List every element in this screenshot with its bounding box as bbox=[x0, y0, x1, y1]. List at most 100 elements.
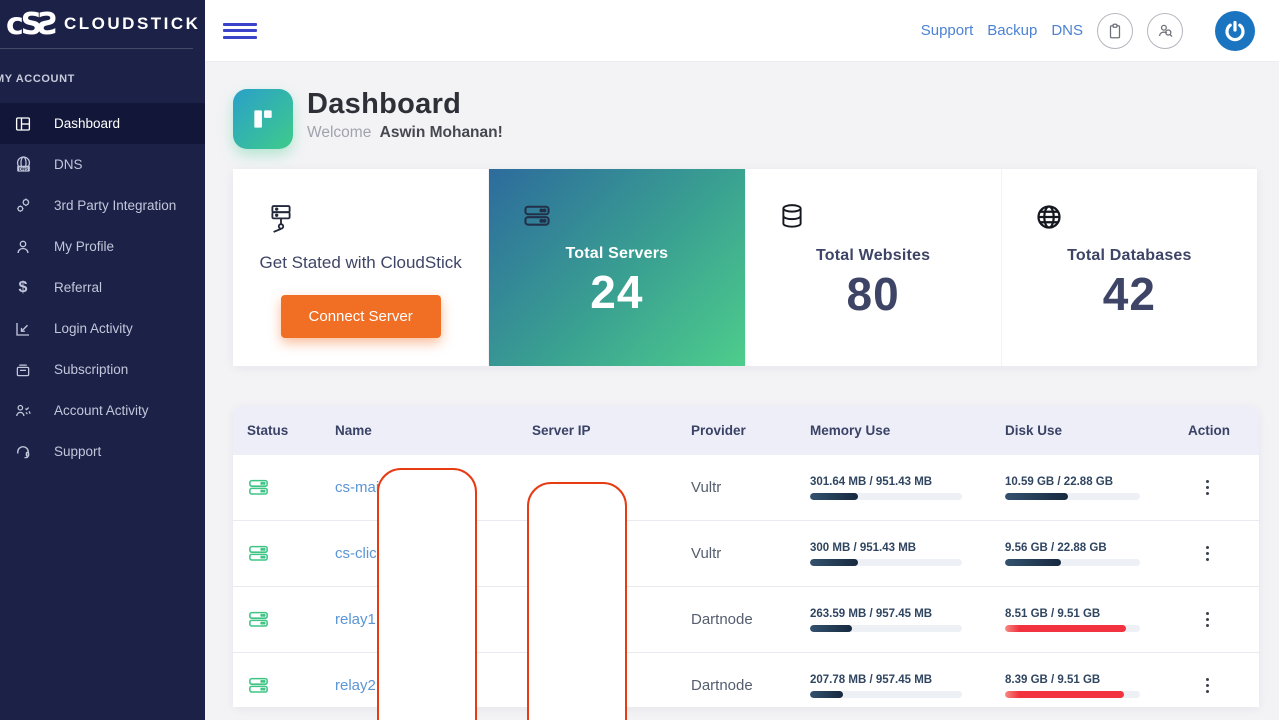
row-actions-menu-icon[interactable] bbox=[1202, 476, 1214, 500]
disk-bar bbox=[1005, 690, 1140, 698]
profile-icon bbox=[10, 237, 36, 257]
total-databases-card: Total Databases 42 bbox=[1001, 169, 1257, 366]
menu-icon[interactable] bbox=[223, 19, 257, 42]
col-memory-use: Memory Use bbox=[810, 423, 891, 438]
user-search-icon[interactable] bbox=[1147, 12, 1183, 49]
disk-usage: 10.59 GB / 22.88 GB bbox=[1005, 476, 1188, 500]
table-row: cs-mai Vultr 301.64 MB / 951.43 MB 10.59… bbox=[233, 455, 1259, 521]
row-actions-menu-icon[interactable] bbox=[1202, 542, 1214, 566]
redaction-box bbox=[527, 482, 627, 720]
stat-label: Total Databases bbox=[1067, 247, 1192, 264]
globe-icon bbox=[1035, 203, 1257, 231]
sidebar-item-label: Support bbox=[54, 444, 102, 459]
memory-bar bbox=[810, 624, 962, 632]
provider-cell: Vultr bbox=[691, 479, 722, 496]
disk-usage: 9.56 GB / 22.88 GB bbox=[1005, 542, 1188, 566]
sidebar-item-label: 3rd Party Integration bbox=[54, 198, 177, 213]
referral-icon: $ bbox=[18, 278, 28, 296]
dashboard-page-icon bbox=[233, 89, 293, 149]
sidebar-item-subscription[interactable]: Subscription bbox=[0, 349, 205, 390]
topbar-link-support[interactable]: Support bbox=[920, 22, 974, 39]
row-actions-menu-icon[interactable] bbox=[1202, 674, 1214, 698]
sidebar-item-3rd-party-integration[interactable]: 3rd Party Integration bbox=[0, 185, 205, 226]
col-server-ip: Server IP bbox=[532, 423, 591, 438]
table-row: cs-click Vultr 300 MB / 951.43 MB 9.56 G… bbox=[233, 521, 1259, 587]
server-online-icon bbox=[247, 676, 335, 695]
sidebar-item-support[interactable]: Support bbox=[0, 431, 205, 472]
login-activity-icon bbox=[10, 319, 36, 339]
database-icon bbox=[779, 203, 1001, 231]
main-content: Dashboard Welcome Aswin Mohanan! Get Sta… bbox=[205, 62, 1279, 720]
disk-usage-text: 8.51 GB / 9.51 GB bbox=[1005, 607, 1101, 620]
memory-usage: 301.64 MB / 951.43 MB bbox=[810, 476, 1005, 500]
support-icon bbox=[10, 442, 36, 462]
sidebar-item-dns[interactable]: DNS DNS bbox=[0, 144, 205, 185]
col-action: Action bbox=[1188, 423, 1230, 438]
server-name-link[interactable]: cs-mai bbox=[335, 478, 380, 496]
row-actions-menu-icon[interactable] bbox=[1202, 608, 1214, 632]
topbar-actions: Support Backup DNS bbox=[920, 10, 1279, 51]
disk-usage-text: 10.59 GB / 22.88 GB bbox=[1005, 475, 1114, 488]
col-status: Status bbox=[247, 423, 289, 438]
dashboard-icon bbox=[10, 114, 36, 134]
user-name: Aswin Mohanan! bbox=[379, 123, 503, 141]
total-servers-card: Total Servers 24 bbox=[489, 169, 745, 366]
topbar-link-backup[interactable]: Backup bbox=[987, 22, 1038, 39]
sidebar-section-label: MY ACCOUNT bbox=[0, 73, 75, 85]
topbar-link-dns[interactable]: DNS bbox=[1051, 22, 1083, 39]
get-started-card: Get Stated with CloudStick Connect Serve… bbox=[233, 169, 489, 366]
server-stack-icon bbox=[522, 203, 744, 229]
server-online-icon bbox=[247, 610, 335, 629]
connect-server-button[interactable]: Connect Server bbox=[280, 295, 441, 338]
memory-usage-text: 301.64 MB / 951.43 MB bbox=[810, 475, 933, 488]
server-name-link[interactable]: relay1. bbox=[335, 610, 381, 628]
power-icon[interactable] bbox=[1215, 10, 1255, 51]
sidebar-item-my-profile[interactable]: My Profile bbox=[0, 226, 205, 267]
network-server-icon bbox=[266, 203, 488, 235]
subscription-icon bbox=[10, 360, 36, 380]
disk-bar bbox=[1005, 492, 1140, 500]
redaction-box bbox=[377, 468, 477, 720]
get-started-text: Get Stated with CloudStick bbox=[259, 253, 462, 272]
welcome-message: Welcome Aswin Mohanan! bbox=[307, 124, 503, 142]
sidebar-item-label: Login Activity bbox=[54, 321, 133, 336]
svg-text:DNS: DNS bbox=[18, 166, 27, 171]
disk-usage: 8.39 GB / 9.51 GB bbox=[1005, 674, 1188, 698]
table-row: relay2. Dartnode 207.78 MB / 957.45 MB 8… bbox=[233, 653, 1259, 707]
brand-logo[interactable]: cSS CLOUDSTICK bbox=[0, 0, 205, 48]
sidebar-item-account-activity[interactable]: Account Activity bbox=[0, 390, 205, 431]
memory-usage: 207.78 MB / 957.45 MB bbox=[810, 674, 1005, 698]
account-activity-icon bbox=[10, 401, 36, 421]
memory-usage: 300 MB / 951.43 MB bbox=[810, 542, 1005, 566]
cloudstick-logo-icon: cSS bbox=[6, 6, 59, 42]
provider-cell: Dartnode bbox=[691, 611, 753, 628]
sidebar-item-login-activity[interactable]: Login Activity bbox=[0, 308, 205, 349]
sidebar-item-label: Account Activity bbox=[54, 403, 149, 418]
memory-usage-text: 300 MB / 951.43 MB bbox=[810, 541, 917, 554]
memory-bar bbox=[810, 690, 962, 698]
sidebar: cSS CLOUDSTICK MY ACCOUNT Dashboard DNS … bbox=[0, 0, 205, 720]
col-name: Name bbox=[335, 423, 372, 438]
sidebar-item-label: My Profile bbox=[54, 239, 115, 254]
disk-usage-text: 9.56 GB / 22.88 GB bbox=[1005, 541, 1107, 554]
server-name-link[interactable]: relay2. bbox=[335, 676, 381, 694]
sidebar-item-label: Subscription bbox=[54, 362, 129, 377]
provider-cell: Dartnode bbox=[691, 677, 753, 694]
sidebar-item-label: Dashboard bbox=[54, 116, 121, 131]
sidebar-item-dashboard[interactable]: Dashboard bbox=[0, 103, 205, 144]
stat-value: 24 bbox=[590, 266, 644, 318]
provider-cell: Vultr bbox=[691, 545, 722, 562]
memory-bar bbox=[810, 492, 962, 500]
sidebar-item-referral[interactable]: $ Referral bbox=[0, 267, 205, 308]
dns-icon: DNS bbox=[10, 155, 36, 175]
stat-value: 80 bbox=[846, 268, 900, 320]
clipboard-icon[interactable] bbox=[1097, 12, 1133, 49]
sidebar-item-label: DNS bbox=[54, 157, 83, 172]
sidebar-nav: Dashboard DNS DNS 3rd Party Integration … bbox=[0, 103, 205, 472]
integration-icon bbox=[10, 196, 36, 216]
col-disk-use: Disk Use bbox=[1005, 423, 1063, 438]
server-name-link[interactable]: cs-click bbox=[335, 544, 385, 562]
topbar: Support Backup DNS bbox=[205, 0, 1279, 62]
server-online-icon bbox=[247, 478, 335, 497]
